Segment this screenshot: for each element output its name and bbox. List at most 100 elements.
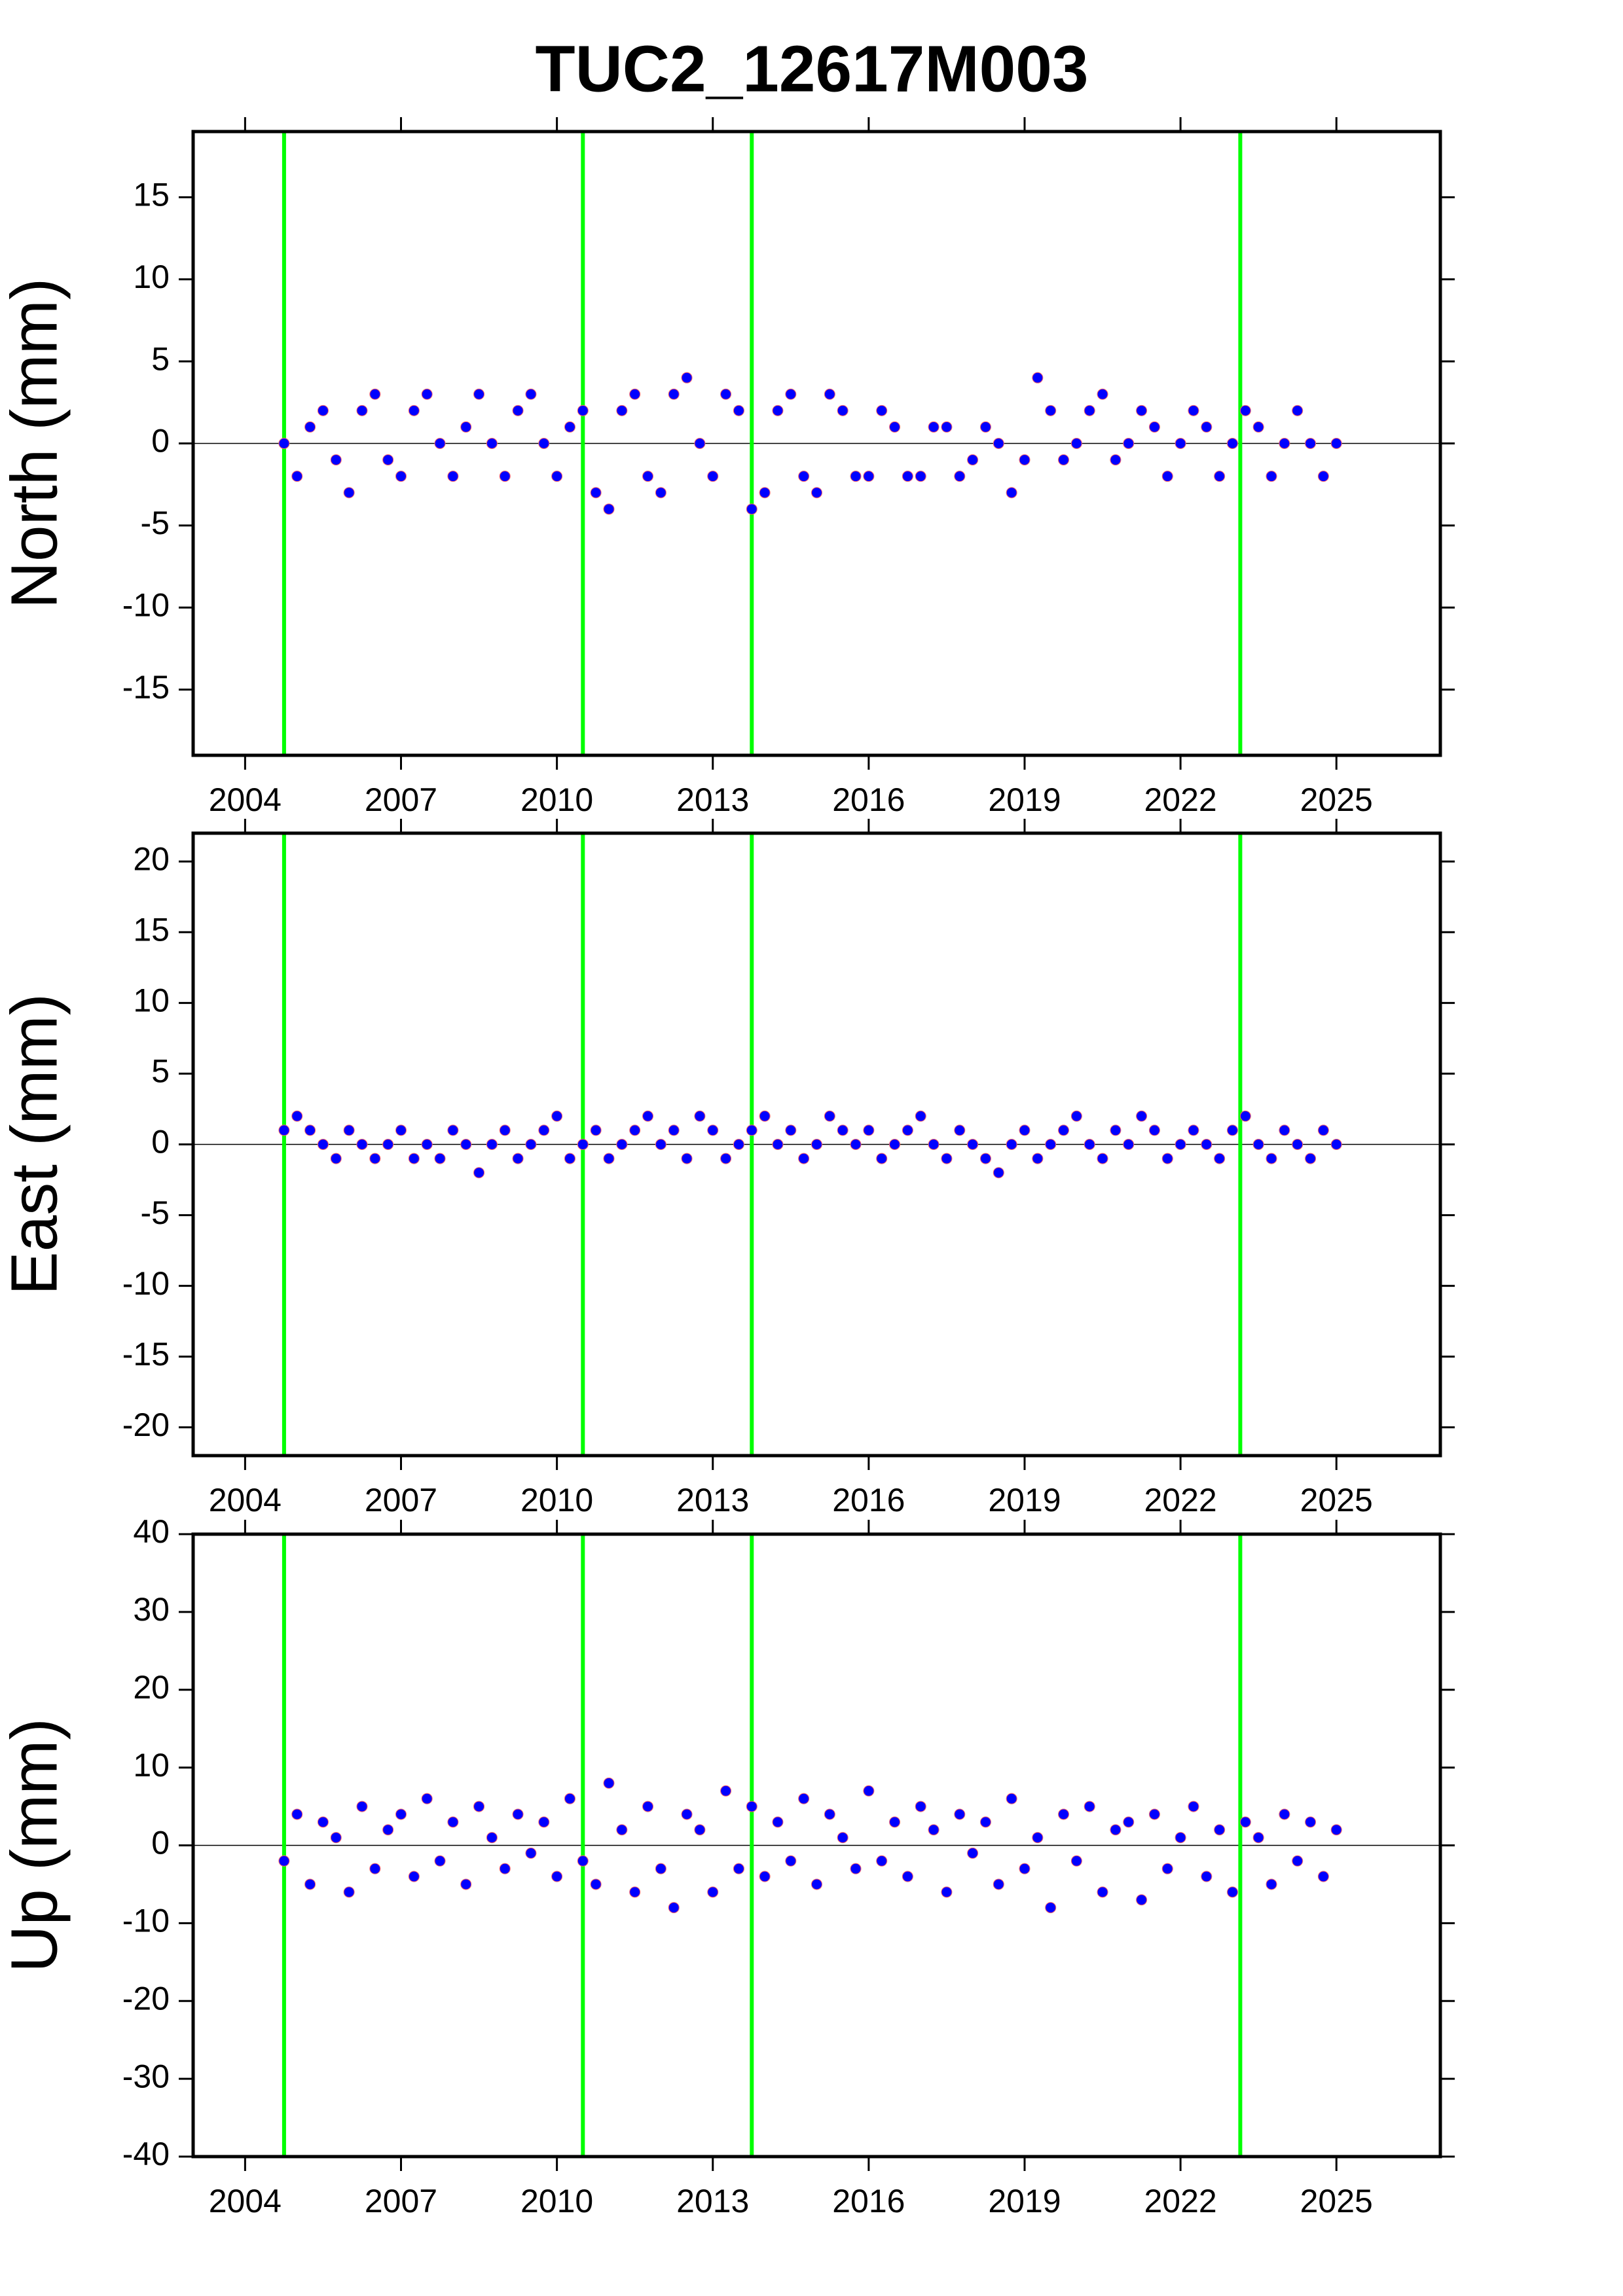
data-point [512,404,524,416]
data-point [1330,1139,1342,1150]
data-point [304,1878,316,1890]
data-point [811,1878,822,1890]
data-point [1058,1124,1070,1136]
data-point [330,454,342,466]
data-point [486,1832,498,1844]
y-tick-label: 0 [151,1124,170,1160]
data-point [1006,1139,1017,1150]
data-point [915,471,926,482]
data-point [1266,1153,1277,1164]
data-point [1188,1801,1199,1812]
data-point [915,1110,926,1122]
data-point [486,1139,498,1150]
data-point [915,1801,926,1812]
data-point [1136,1110,1148,1122]
data-point [278,1855,290,1867]
data-point [408,1871,420,1882]
data-point [460,421,472,433]
data-point [499,1124,511,1136]
x-tick-label: 2025 [1300,1482,1373,1518]
data-point [902,471,913,482]
data-point [1148,421,1160,433]
y-tick-label: -10 [122,1265,170,1302]
data-point [824,1808,835,1820]
data-point [1070,1110,1082,1122]
data-point [1292,1139,1304,1150]
data-point [902,1871,913,1882]
y-tick-label: 15 [133,911,170,948]
data-point [421,388,433,400]
data-point [1136,1894,1148,1906]
data-point [1084,1139,1095,1150]
data-point [824,388,835,400]
data-point [1239,1816,1251,1828]
data-point [590,1878,602,1890]
y-tick-label: -5 [141,505,170,541]
data-point [1279,1808,1290,1820]
data-point [434,438,446,449]
data-point [746,503,757,515]
data-point [993,1878,1004,1890]
data-point [655,487,666,499]
data-point [707,471,719,482]
data-point [1123,1139,1135,1150]
data-point [759,1871,771,1882]
data-point [564,1793,575,1804]
data-point [733,404,744,416]
data-point [941,1886,953,1898]
data-point [1188,404,1199,416]
data-point [1201,1871,1213,1882]
data-point [1161,1153,1173,1164]
data-point [343,1124,355,1136]
data-point [681,372,693,384]
x-tick-label: 2010 [520,1482,593,1518]
x-tick-label: 2004 [209,781,282,818]
data-point [1317,1124,1329,1136]
y-tick-label: 30 [133,1591,170,1628]
data-point [1161,471,1173,482]
data-point [291,1808,303,1820]
data-point [616,1824,628,1836]
data-point [889,421,901,433]
data-point [928,1824,939,1836]
data-point [863,1785,875,1797]
data-point [1019,454,1030,466]
data-point [967,1847,979,1859]
data-point [1097,1886,1108,1898]
data-point [1006,1793,1017,1804]
data-point [772,404,784,416]
data-point [564,421,575,433]
data-point [369,388,381,400]
data-point [707,1124,719,1136]
data-point [629,1886,641,1898]
data-point [759,1110,771,1122]
data-point [1252,421,1264,433]
x-tick-label: 2022 [1144,1482,1217,1518]
data-point [343,1886,355,1898]
data-point [1214,471,1226,482]
data-point [928,1139,939,1150]
data-point [1032,372,1044,384]
data-point [369,1863,381,1874]
data-point [1175,1139,1186,1150]
data-point [1317,471,1329,482]
data-point [850,1863,862,1874]
data-point [759,487,771,499]
data-point [889,1139,901,1150]
data-point [863,1124,875,1136]
data-point [1084,1801,1095,1812]
y-tick-label: 0 [151,1825,170,1861]
chart-title: TUC2_12617M003 [536,32,1089,105]
data-point [655,1139,666,1150]
data-point [1032,1832,1044,1844]
data-point [460,1139,472,1150]
data-point [1330,438,1342,449]
data-point [785,388,797,400]
data-point [993,1167,1004,1179]
data-point [798,1153,810,1164]
data-point [1279,1124,1290,1136]
data-point [902,1124,913,1136]
data-point [1279,438,1290,449]
x-tick-label: 2019 [988,2183,1061,2219]
